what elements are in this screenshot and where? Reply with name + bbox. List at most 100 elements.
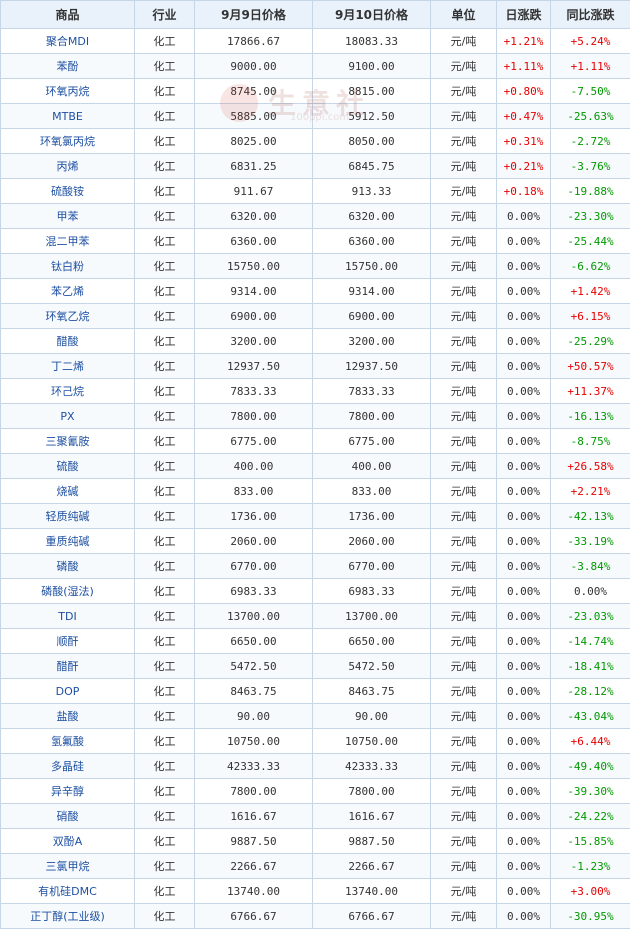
row-name[interactable]: 盐酸 [1, 704, 135, 729]
row-industry: 化工 [135, 729, 195, 754]
row-name[interactable]: 烧碱 [1, 479, 135, 504]
row-unit: 元/吨 [431, 579, 497, 604]
row-name[interactable]: DOP [1, 679, 135, 704]
row-price-curr: 400.00 [313, 454, 431, 479]
row-name[interactable]: TDI [1, 604, 135, 629]
row-price-curr: 6845.75 [313, 154, 431, 179]
row-name[interactable]: 轻质纯碱 [1, 504, 135, 529]
row-price-prev: 15750.00 [195, 254, 313, 279]
row-yoy-change: +11.37% [551, 379, 630, 404]
row-name[interactable]: 丙烯 [1, 154, 135, 179]
row-price-curr: 913.33 [313, 179, 431, 204]
row-price-prev: 10750.00 [195, 729, 313, 754]
row-unit: 元/吨 [431, 504, 497, 529]
row-price-curr: 6775.00 [313, 429, 431, 454]
row-unit: 元/吨 [431, 29, 497, 54]
row-name[interactable]: PX [1, 404, 135, 429]
row-price-curr: 7833.33 [313, 379, 431, 404]
row-name[interactable]: 有机硅DMC [1, 879, 135, 904]
row-price-prev: 8463.75 [195, 679, 313, 704]
row-industry: 化工 [135, 829, 195, 854]
row-yoy-change: +3.00% [551, 879, 630, 904]
row-price-curr: 6320.00 [313, 204, 431, 229]
row-daily-change: +0.47% [497, 104, 551, 129]
row-daily-change: 0.00% [497, 254, 551, 279]
row-name[interactable]: 环己烷 [1, 379, 135, 404]
row-industry: 化工 [135, 679, 195, 704]
row-name[interactable]: 环氧氯丙烷 [1, 129, 135, 154]
row-unit: 元/吨 [431, 429, 497, 454]
row-name[interactable]: 硫酸 [1, 454, 135, 479]
row-daily-change: 0.00% [497, 604, 551, 629]
row-daily-change: 0.00% [497, 804, 551, 829]
row-daily-change: 0.00% [497, 554, 551, 579]
row-unit: 元/吨 [431, 329, 497, 354]
row-price-curr: 8815.00 [313, 79, 431, 104]
row-name[interactable]: 三氯甲烷 [1, 854, 135, 879]
row-unit: 元/吨 [431, 129, 497, 154]
row-name[interactable]: 丁二烯 [1, 354, 135, 379]
row-name[interactable]: 三聚氰胺 [1, 429, 135, 454]
row-name[interactable]: MTBE [1, 104, 135, 129]
row-unit: 元/吨 [431, 729, 497, 754]
row-name[interactable]: 多晶硅 [1, 754, 135, 779]
row-name[interactable]: 苯酚 [1, 54, 135, 79]
row-yoy-change: -23.03% [551, 604, 630, 629]
row-yoy-change: +1.42% [551, 279, 630, 304]
row-name[interactable]: 环氧乙烷 [1, 304, 135, 329]
row-unit: 元/吨 [431, 804, 497, 829]
row-name[interactable]: 磷酸 [1, 554, 135, 579]
row-name[interactable]: 硫酸铵 [1, 179, 135, 204]
row-name[interactable]: 双酚A [1, 829, 135, 854]
row-price-prev: 6360.00 [195, 229, 313, 254]
row-name[interactable]: 环氧丙烷 [1, 79, 135, 104]
row-price-prev: 42333.33 [195, 754, 313, 779]
row-name[interactable]: 顺酐 [1, 629, 135, 654]
row-industry: 化工 [135, 854, 195, 879]
row-unit: 元/吨 [431, 379, 497, 404]
row-daily-change: 0.00% [497, 504, 551, 529]
row-name[interactable]: 磷酸(湿法) [1, 579, 135, 604]
row-yoy-change: -7.50% [551, 79, 630, 104]
row-name[interactable]: 正丁醇(工业级) [1, 904, 135, 929]
row-name[interactable]: 聚合MDI [1, 29, 135, 54]
row-yoy-change: +2.21% [551, 479, 630, 504]
row-name[interactable]: 醋酸 [1, 329, 135, 354]
row-daily-change: 0.00% [497, 529, 551, 554]
row-yoy-change: -25.44% [551, 229, 630, 254]
row-name[interactable]: 钛白粉 [1, 254, 135, 279]
row-unit: 元/吨 [431, 354, 497, 379]
row-industry: 化工 [135, 529, 195, 554]
row-industry: 化工 [135, 129, 195, 154]
row-price-curr: 15750.00 [313, 254, 431, 279]
row-price-prev: 6831.25 [195, 154, 313, 179]
row-industry: 化工 [135, 454, 195, 479]
row-yoy-change: -25.63% [551, 104, 630, 129]
row-price-curr: 1736.00 [313, 504, 431, 529]
header-row: 商品 行业 9月9日价格 9月10日价格 单位 日涨跌 同比涨跌 [1, 1, 630, 29]
row-yoy-change: -18.41% [551, 654, 630, 679]
row-name[interactable]: 苯乙烯 [1, 279, 135, 304]
row-price-prev: 3200.00 [195, 329, 313, 354]
row-yoy-change: -43.04% [551, 704, 630, 729]
row-unit: 元/吨 [431, 79, 497, 104]
row-daily-change: +0.80% [497, 79, 551, 104]
row-name[interactable]: 氢氟酸 [1, 729, 135, 754]
row-name[interactable]: 重质纯碱 [1, 529, 135, 554]
row-name[interactable]: 异辛醇 [1, 779, 135, 804]
row-name[interactable]: 硝酸 [1, 804, 135, 829]
row-price-prev: 1736.00 [195, 504, 313, 529]
row-name[interactable]: 醋酐 [1, 654, 135, 679]
row-yoy-change: +6.15% [551, 304, 630, 329]
row-industry: 化工 [135, 154, 195, 179]
row-name[interactable]: 甲苯 [1, 204, 135, 229]
row-name[interactable]: 混二甲苯 [1, 229, 135, 254]
row-daily-change: 0.00% [497, 854, 551, 879]
